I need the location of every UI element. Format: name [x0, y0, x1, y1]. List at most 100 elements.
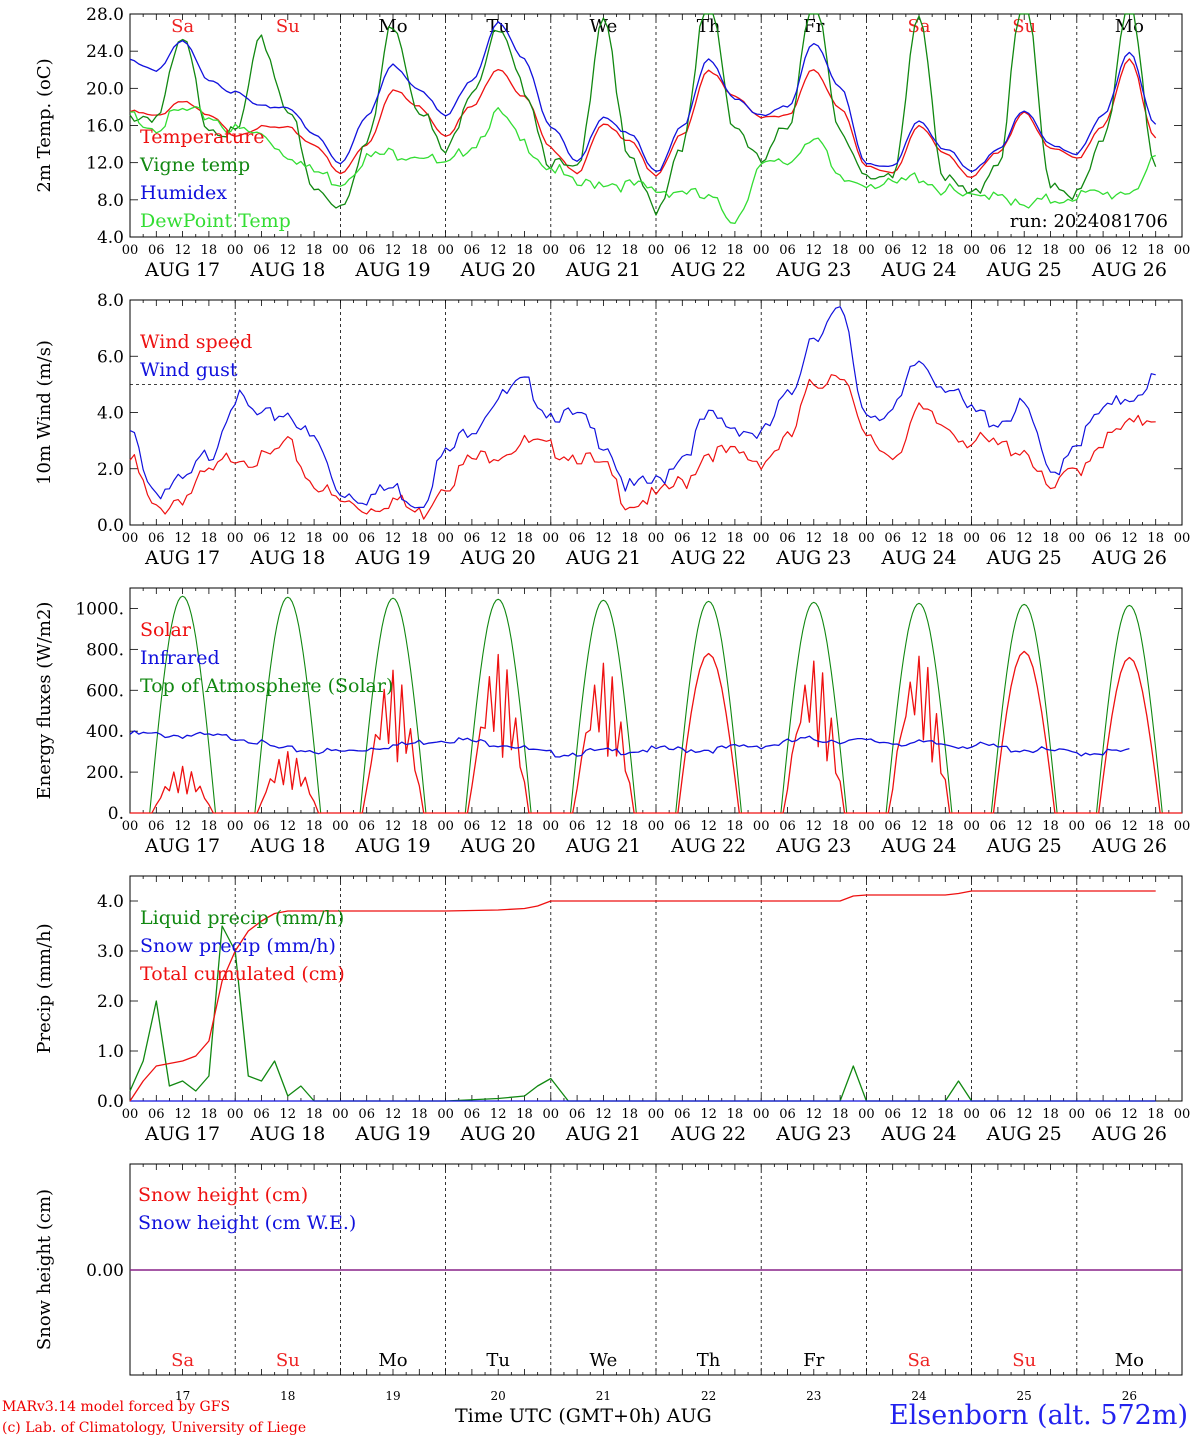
hour-tick-label: 12 [806, 819, 823, 834]
hour-tick-label: 18 [727, 531, 744, 546]
legend-total-cumulated-cm: Total cumulated (cm) [140, 963, 345, 985]
panel-frame-2 [129, 299, 1183, 526]
weekday-label: Tu [486, 1350, 510, 1371]
hour-tick-label: 06 [1095, 1107, 1112, 1122]
day-number-label: 24 [911, 1389, 927, 1403]
hour-tick-label: 18 [516, 243, 533, 258]
hour-tick-label: 18 [1147, 1107, 1164, 1122]
y-tick-label: 400. [86, 722, 124, 742]
hour-tick-label: 06 [253, 1107, 270, 1122]
legend-vigne-temp: Vigne temp [139, 154, 250, 176]
hour-tick-label: 12 [1121, 1107, 1138, 1122]
hour-tick-label: 00 [1174, 1107, 1191, 1122]
hour-tick-label: 00 [963, 819, 980, 834]
hour-tick-label: 18 [832, 243, 849, 258]
hour-tick-label: 00 [963, 243, 980, 258]
hour-tick-label: 06 [1095, 243, 1112, 258]
date-label: AUG 22 [670, 259, 746, 281]
hour-tick-label: 18 [411, 531, 428, 546]
hour-tick-label: 00 [543, 1107, 560, 1122]
hour-tick-label: 12 [174, 819, 191, 834]
hour-tick-label: 12 [174, 243, 191, 258]
y-tick-label: 24.0 [86, 42, 124, 62]
y-tick-label: 20.0 [86, 79, 124, 99]
hour-tick-label: 00 [648, 819, 665, 834]
hour-tick-label: 18 [306, 819, 323, 834]
weekday-label: Fr [803, 16, 824, 37]
y-tick-label: 800. [86, 640, 124, 660]
hour-tick-label: 00 [648, 243, 665, 258]
hour-tick-label: 06 [569, 243, 586, 258]
hour-tick-label: 00 [753, 819, 770, 834]
y-tick-label: 4.0 [97, 404, 124, 424]
hour-tick-label: 12 [1016, 819, 1033, 834]
series-wind-gust [129, 306, 1156, 509]
credit-line-2: (c) Lab. of Climatology, University of L… [2, 1420, 307, 1436]
hour-tick-label: 18 [201, 243, 218, 258]
series-dewpoint-temp [129, 105, 1156, 225]
weekday-label: Tu [486, 16, 510, 37]
hour-tick-label: 00 [227, 1107, 244, 1122]
hour-tick-label: 06 [779, 531, 796, 546]
hour-tick-label: 12 [385, 1107, 402, 1122]
hour-tick-label: 12 [700, 531, 717, 546]
series-solar [130, 650, 1182, 814]
y-tick-label: 600. [86, 681, 124, 701]
hour-tick-label: 12 [911, 1107, 928, 1122]
date-label: AUG 18 [249, 259, 325, 281]
legend-snow-height-cm-w-e: Snow height (cm W.E.) [138, 1212, 356, 1234]
hour-tick-label: 00 [753, 243, 770, 258]
hour-tick-label: 00 [332, 531, 349, 546]
hour-tick-label: 18 [1147, 243, 1164, 258]
panel-frame-3 [129, 587, 1183, 814]
day-number-label: 20 [491, 1389, 506, 1403]
hour-tick-label: 18 [621, 1107, 638, 1122]
hour-tick-label: 06 [358, 531, 375, 546]
legend-dewpoint-temp: DewPoint Temp [140, 210, 291, 232]
hour-tick-label: 18 [832, 531, 849, 546]
hour-tick-label: 18 [832, 1107, 849, 1122]
date-label: AUG 23 [775, 1123, 851, 1145]
hour-tick-label: 06 [569, 531, 586, 546]
hour-tick-label: 12 [595, 531, 612, 546]
hour-tick-label: 06 [674, 819, 691, 834]
date-label: AUG 23 [775, 259, 851, 281]
date-label: AUG 19 [354, 547, 430, 569]
hour-tick-label: 12 [806, 1107, 823, 1122]
hour-tick-label: 00 [648, 1107, 665, 1122]
hour-tick-label: 00 [963, 1107, 980, 1122]
hour-tick-label: 12 [385, 531, 402, 546]
station-label: Elsenborn (alt. 572m) [889, 1400, 1188, 1431]
hour-tick-label: 00 [122, 1107, 139, 1122]
date-label: AUG 26 [1091, 835, 1167, 857]
hour-tick-label: 18 [516, 819, 533, 834]
weekday-label: Sa [907, 16, 930, 37]
hour-tick-label: 00 [437, 531, 454, 546]
hour-tick-label: 18 [727, 243, 744, 258]
hour-tick-label: 18 [411, 243, 428, 258]
hour-tick-label: 18 [1042, 243, 1059, 258]
date-label: AUG 23 [775, 835, 851, 857]
date-label: AUG 20 [460, 1123, 536, 1145]
y-tick-label: 0.0 [97, 1092, 124, 1112]
hour-tick-label: 06 [464, 819, 481, 834]
hour-tick-label: 12 [700, 243, 717, 258]
hour-tick-label: 00 [227, 243, 244, 258]
hour-tick-label: 06 [884, 243, 901, 258]
date-label: AUG 18 [249, 835, 325, 857]
hour-tick-label: 18 [727, 1107, 744, 1122]
y-axis-label: 10m Wind (m/s) [34, 340, 55, 485]
panel-frame-1 [129, 13, 1183, 238]
hour-tick-label: 12 [595, 243, 612, 258]
hour-tick-label: 06 [990, 1107, 1007, 1122]
hour-tick-label: 06 [148, 243, 165, 258]
hour-tick-label: 00 [753, 531, 770, 546]
hour-tick-label: 12 [385, 819, 402, 834]
hour-tick-label: 18 [201, 1107, 218, 1122]
y-axis-label: Snow height (cm) [34, 1189, 55, 1350]
hour-tick-label: 12 [280, 243, 297, 258]
date-label: AUG 25 [986, 259, 1062, 281]
hour-tick-label: 12 [490, 531, 507, 546]
date-label: AUG 21 [565, 835, 641, 857]
x-axis-title: Time UTC (GMT+0h) AUG [455, 1405, 712, 1427]
